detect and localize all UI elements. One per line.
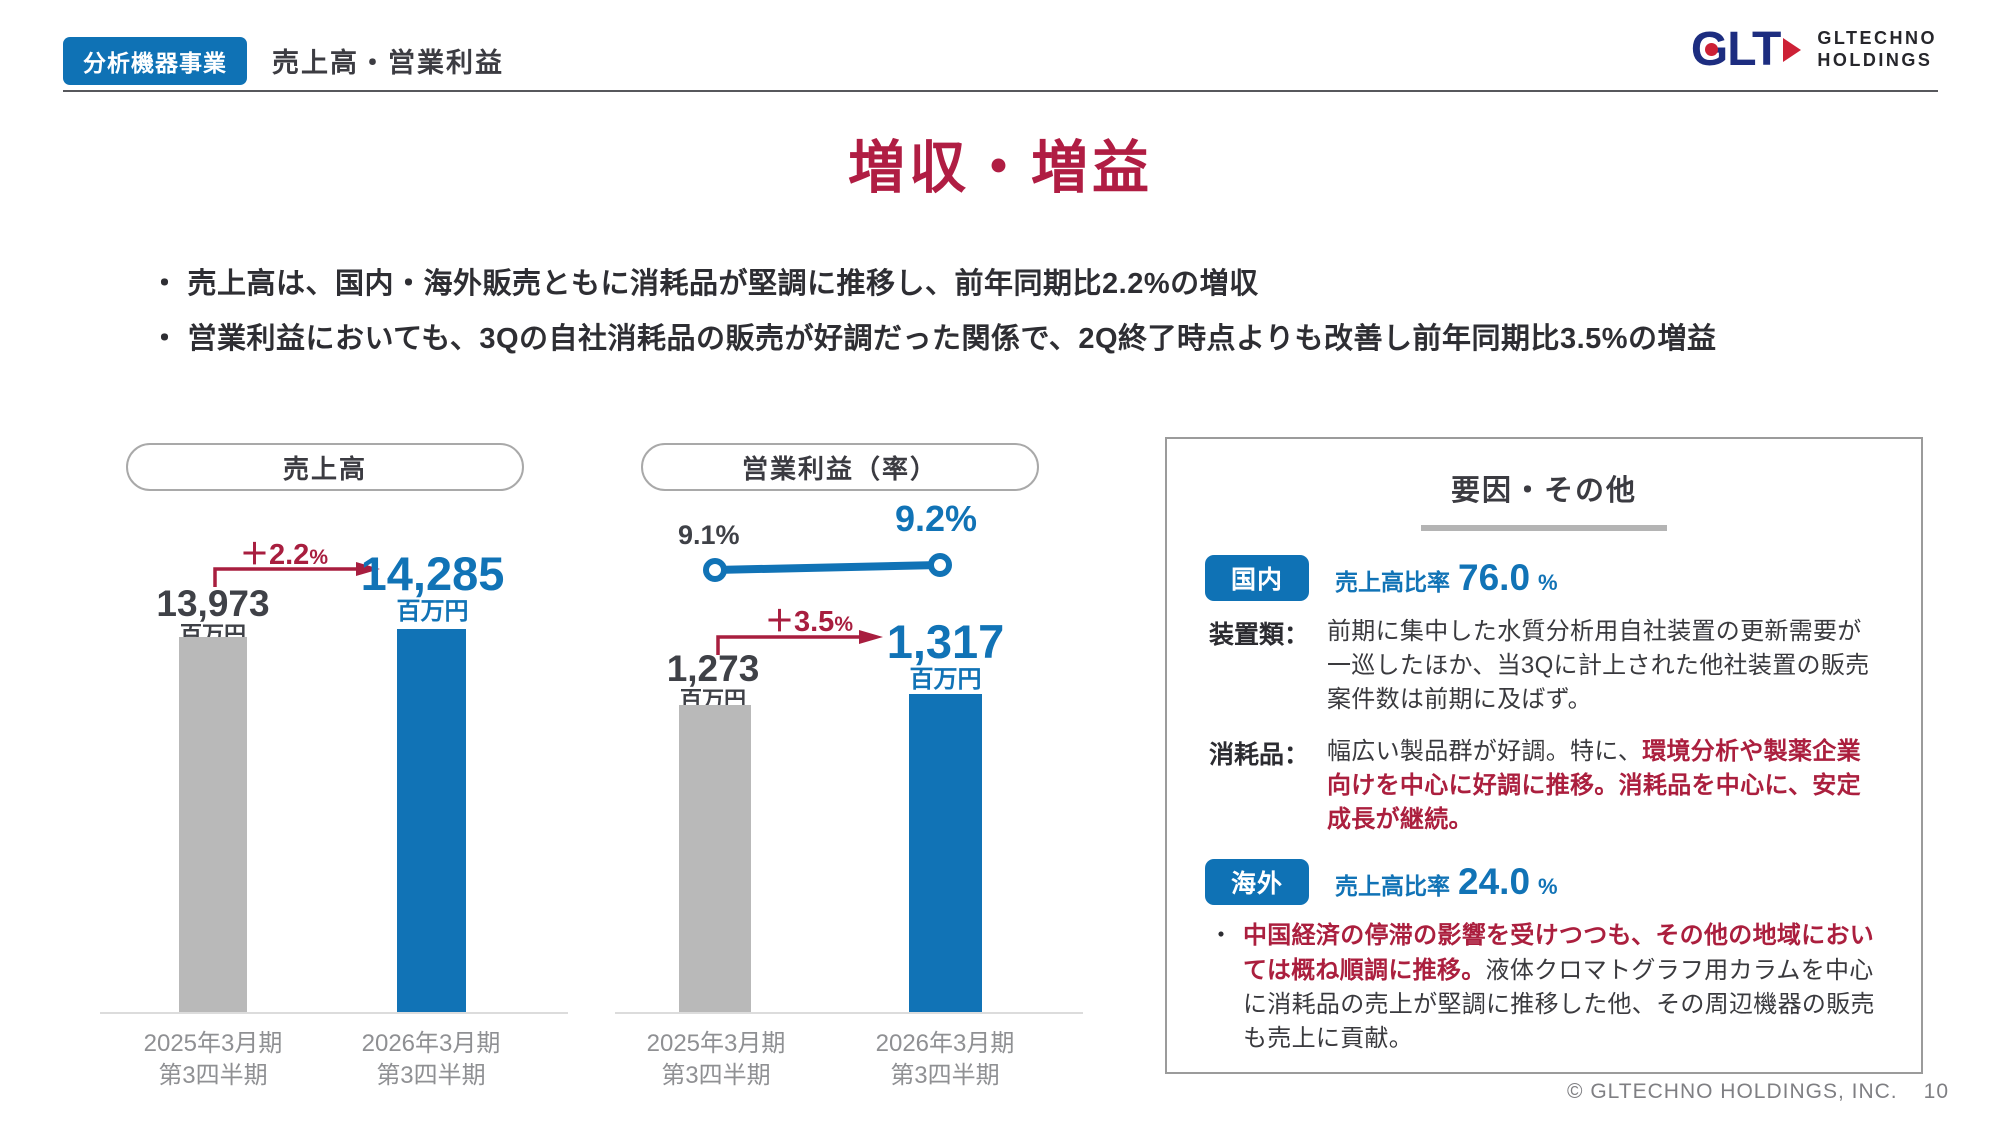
consumables-item-label: 消耗品： bbox=[1209, 741, 1310, 770]
profit-curr-unit: 百万円 bbox=[909, 666, 982, 693]
profit-prev-value: 1,273 百万円 bbox=[638, 650, 788, 713]
profit-xlabel-curr-l2: 第3四半期 bbox=[890, 1062, 1000, 1090]
equipment-item-text: 前期に集中した水質分析用自社装置の更新需要が一巡したほか、当3Qに計上された他社… bbox=[1327, 618, 1870, 714]
profit-change-value: ＋3.5 bbox=[765, 606, 835, 638]
summary-bullet-2: ・ 営業利益においても、3Qの自社消耗品の販売が好調だった関係で、2Q終了時点よ… bbox=[150, 315, 1717, 357]
overseas-bullet-text-red: 中国経済の停滞の影響を受けつつも、その他の地域においては概ね順調に推移。 bbox=[1243, 922, 1875, 984]
equipment-item: 装置類： 前期に集中した水質分析用自社装置の更新需要が一巡したほか、当3Qに計上… bbox=[1209, 615, 1883, 717]
page-number: 10 bbox=[1923, 1080, 1949, 1103]
profit-xlabel-prev: 2025年3月期 第3四半期 bbox=[604, 1028, 828, 1093]
overseas-ratio-unit: % bbox=[1538, 874, 1558, 900]
domestic-ratio-unit: % bbox=[1538, 570, 1558, 595]
revenue-xlabel-curr: 2026年3月期 第3四半期 bbox=[319, 1028, 543, 1093]
profit-xlabel-prev-l1: 2025年3月期 bbox=[646, 1030, 786, 1057]
revenue-chart-title: 売上高 bbox=[126, 443, 524, 491]
summary-bullets: ・ 売上高は、国内・海外販売ともに消耗品が堅調に推移し、前年同期比2.2%の増収… bbox=[150, 260, 1717, 370]
profit-curr-number: 1,317 bbox=[886, 615, 1005, 668]
domestic-row: 国内 売上高比率 76.0 % bbox=[1205, 555, 1883, 601]
increase-arrow-icon bbox=[213, 562, 380, 587]
revenue-xlabel-prev-l1: 2025年3月期 bbox=[143, 1030, 283, 1057]
logo-mark: GLT bbox=[1691, 22, 1802, 77]
profit-xlabel-curr: 2026年3月期 第3四半期 bbox=[833, 1028, 1057, 1093]
company-logo: GLT GLTECHNO HOLDINGS bbox=[1691, 22, 1937, 77]
bullet-dot-icon: ・ bbox=[1209, 922, 1233, 950]
profit-change-label: ＋3.5% bbox=[765, 598, 853, 640]
increase-arrow-icon bbox=[716, 630, 883, 655]
profit-prev-number: 1,273 bbox=[666, 648, 760, 689]
profit-change-unit: % bbox=[834, 613, 854, 636]
revenue-bar-curr bbox=[397, 629, 466, 1012]
logo-dot-icon bbox=[1704, 43, 1718, 56]
profit-curr-value: 1,317 百万円 bbox=[868, 618, 1023, 695]
page-title: 売上高・営業利益 bbox=[272, 48, 504, 78]
revenue-change-value: ＋2.2 bbox=[240, 539, 310, 571]
profit-bar-curr bbox=[909, 694, 982, 1012]
revenue-bar-prev bbox=[179, 637, 247, 1012]
overseas-bullet: ・ 中国経済の停滞の影響を受けつつも、その他の地域においては概ね順調に推移。液体… bbox=[1209, 919, 1883, 1055]
logo-arrow-icon bbox=[1783, 37, 1802, 62]
overseas-row: 海外 売上高比率 24.0 % bbox=[1205, 859, 1883, 906]
revenue-axis-line bbox=[100, 1012, 568, 1014]
revenue-curr-value: 14,285 百万円 bbox=[350, 550, 515, 627]
logo-name-line1: GLTECHNO bbox=[1817, 27, 1937, 48]
domestic-ratio-label: 売上高比率 bbox=[1335, 569, 1451, 595]
profit-chart: 営業利益（率） 9.1% 9.2% ＋3.5% 1,273 百万円 1,317 … bbox=[615, 440, 1083, 1105]
profit-rate-curr-label: 9.2% bbox=[895, 498, 978, 539]
summary-bullet-2-text: 営業利益においても、3Qの自社消耗品の販売が好調だった関係で、2Q終了時点よりも… bbox=[187, 323, 1717, 355]
profit-axis-line bbox=[615, 1012, 1083, 1014]
consumables-item: 消耗品： 幅広い製品群が好調。特に、環境分析や製薬企業向けを中心に好調に推移。消… bbox=[1209, 735, 1883, 837]
domestic-badge: 国内 bbox=[1205, 555, 1310, 601]
overseas-bullet-text: 液体クロマトグラフ用カラムを中心に消耗品の売上が堅調に推移した他、その周辺機器の… bbox=[1243, 956, 1875, 1052]
revenue-curr-unit: 百万円 bbox=[396, 598, 469, 625]
consumables-item-text-red: 環境分析や製薬企業向けを中心に好調に推移。消耗品を中心に、安定成長が継続。 bbox=[1327, 738, 1861, 834]
domestic-ratio-value: 76.0 bbox=[1458, 557, 1531, 598]
summary-bullet-1: ・ 売上高は、国内・海外販売ともに消耗品が堅調に推移し、前年同期比2.2%の増収 bbox=[150, 260, 1717, 302]
factors-panel-underline bbox=[1421, 525, 1667, 531]
profit-rate-line bbox=[703, 553, 952, 582]
header-divider bbox=[63, 90, 1938, 92]
consumables-item-body: 幅広い製品群が好調。特に、環境分析や製薬企業向けを中心に好調に推移。消耗品を中心… bbox=[1327, 735, 1883, 837]
revenue-change-unit: % bbox=[309, 546, 329, 569]
consumables-item-text: 幅広い製品群が好調。特に、 bbox=[1327, 738, 1643, 766]
revenue-xlabel-curr-l2: 第3四半期 bbox=[376, 1062, 486, 1090]
logo-name-line2: HOLDINGS bbox=[1817, 49, 1933, 70]
factors-panel-title: 要因・その他 bbox=[1450, 475, 1637, 507]
overseas-ratio-value: 24.0 bbox=[1458, 861, 1531, 903]
revenue-xlabel-curr-l1: 2026年3月期 bbox=[361, 1030, 501, 1057]
segment-badge: 分析機器事業 bbox=[63, 37, 247, 85]
slide-footer: © GLTECHNO HOLDINGS, INC. 10 bbox=[1567, 1080, 1949, 1104]
bullet-dot-icon: ・ bbox=[150, 323, 180, 355]
profit-xlabel-curr-l1: 2026年3月期 bbox=[875, 1030, 1015, 1057]
revenue-xlabel-prev-l2: 第3四半期 bbox=[158, 1062, 268, 1090]
slide-headline: 増収・増益 bbox=[848, 136, 1153, 200]
profit-chart-title: 営業利益（率） bbox=[641, 443, 1039, 491]
profit-xlabel-prev-l2: 第3四半期 bbox=[661, 1062, 771, 1090]
profit-rate-prev-label: 9.1% bbox=[678, 520, 740, 550]
copyright-text: © GLTECHNO HOLDINGS, INC. bbox=[1567, 1080, 1898, 1103]
overseas-ratio: 売上高比率 24.0 % bbox=[1335, 861, 1558, 903]
revenue-xlabel-prev: 2025年3月期 第3四半期 bbox=[101, 1028, 325, 1093]
overseas-badge: 海外 bbox=[1205, 859, 1310, 906]
revenue-change-label: ＋2.2% bbox=[240, 531, 328, 573]
revenue-prev-number: 13,973 bbox=[156, 583, 270, 624]
equipment-item-label: 装置類： bbox=[1209, 621, 1310, 649]
profit-bar-prev bbox=[679, 705, 751, 1012]
summary-bullet-1-text: 売上高は、国内・海外販売ともに消耗品が堅調に推移し、前年同期比2.2%の増収 bbox=[187, 268, 1259, 300]
equipment-item-body: 前期に集中した水質分析用自社装置の更新需要が一巡したほか、当3Qに計上された他社… bbox=[1327, 615, 1883, 717]
revenue-curr-number: 14,285 bbox=[360, 547, 505, 600]
overseas-bullet-body: 中国経済の停滞の影響を受けつつも、その他の地域においては概ね順調に推移。液体クロ… bbox=[1243, 919, 1883, 1055]
revenue-chart: 売上高 ＋2.2% 13,973 百万円 14,285 百万円 2025年3月期… bbox=[100, 440, 568, 1105]
bullet-dot-icon: ・ bbox=[150, 268, 180, 300]
logo-name: GLTECHNO HOLDINGS bbox=[1817, 28, 1937, 71]
domestic-ratio: 売上高比率 76.0 % bbox=[1335, 557, 1558, 599]
overseas-ratio-label: 売上高比率 bbox=[1335, 873, 1451, 900]
factors-panel: 要因・その他 国内 売上高比率 76.0 % 装置類： 前期に集中した水質分析用… bbox=[1165, 437, 1923, 1074]
